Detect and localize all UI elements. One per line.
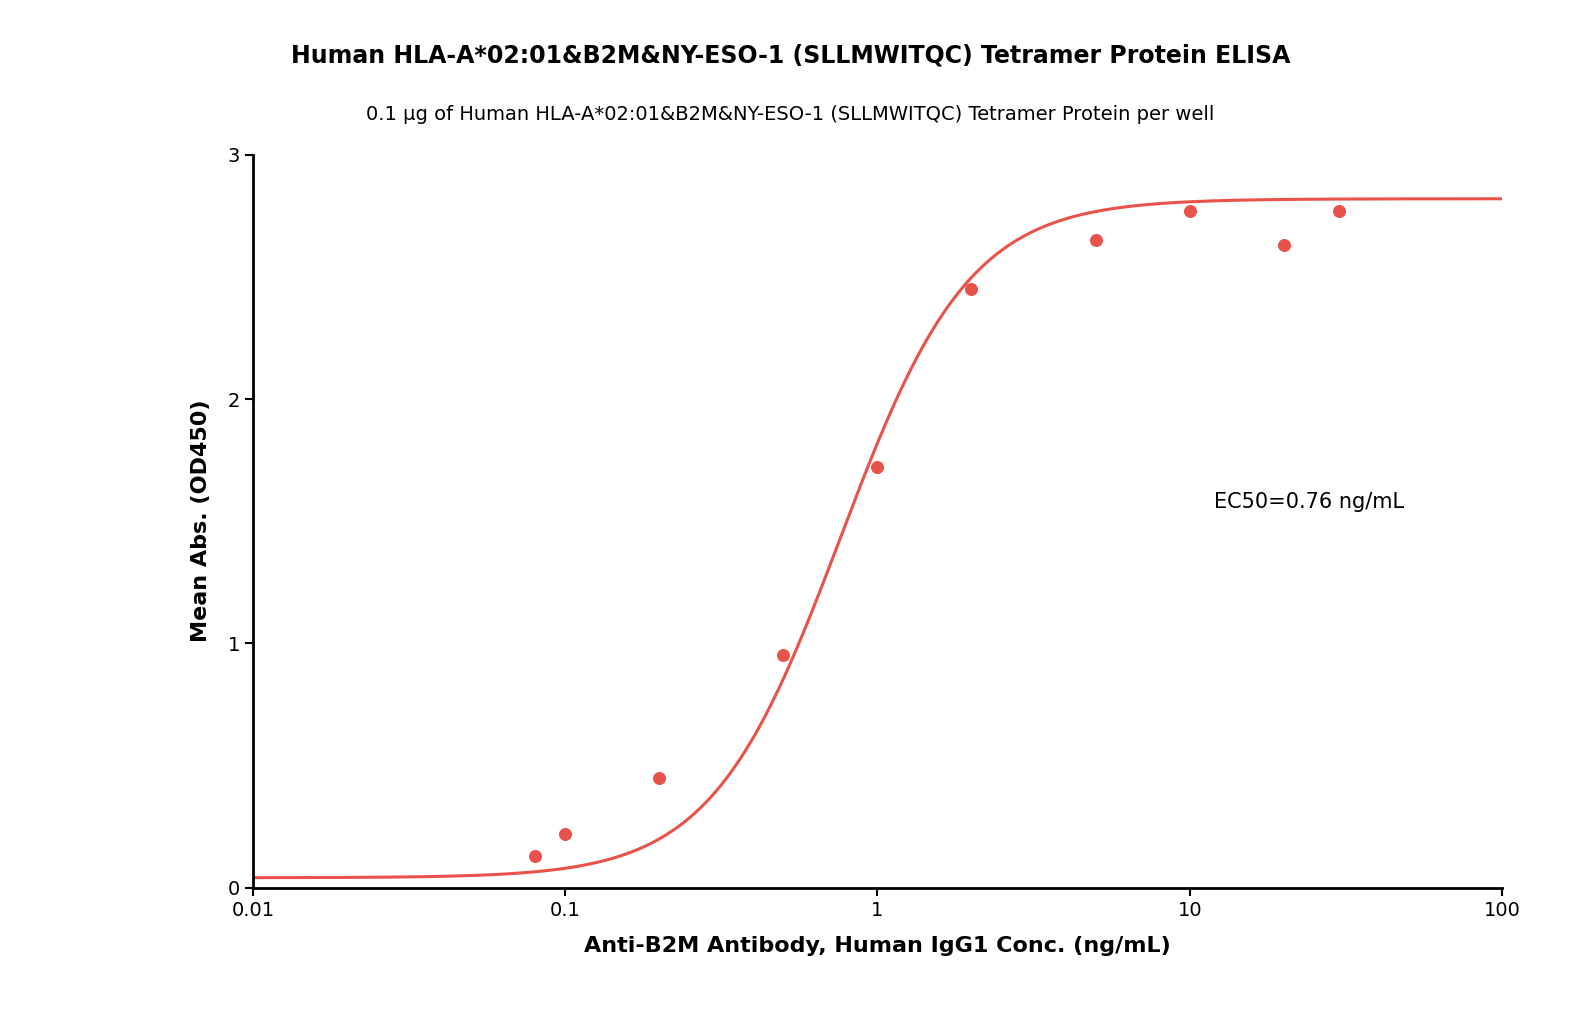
Text: EC50=0.76 ng/mL: EC50=0.76 ng/mL bbox=[1214, 491, 1404, 512]
Point bbox=[958, 281, 983, 297]
Point bbox=[865, 459, 890, 476]
Point bbox=[1326, 202, 1352, 219]
Point bbox=[1271, 237, 1296, 254]
Point bbox=[553, 826, 579, 842]
Text: Human HLA-A*02:01&B2M&NY-ESO-1 (SLLMWITQC) Tetramer Protein ELISA: Human HLA-A*02:01&B2M&NY-ESO-1 (SLLMWITQ… bbox=[291, 43, 1290, 67]
Point bbox=[772, 647, 797, 664]
Point bbox=[1176, 202, 1202, 219]
Y-axis label: Mean Abs. (OD450): Mean Abs. (OD450) bbox=[191, 400, 210, 642]
Text: 0.1 μg of Human HLA-A*02:01&B2M&NY-ESO-1 (SLLMWITQC) Tetramer Protein per well: 0.1 μg of Human HLA-A*02:01&B2M&NY-ESO-1… bbox=[367, 105, 1214, 124]
Point bbox=[1083, 232, 1108, 249]
X-axis label: Anti-B2M Antibody, Human IgG1 Conc. (ng/mL): Anti-B2M Antibody, Human IgG1 Conc. (ng/… bbox=[583, 936, 1172, 957]
Point bbox=[647, 770, 672, 786]
Point bbox=[522, 847, 547, 864]
